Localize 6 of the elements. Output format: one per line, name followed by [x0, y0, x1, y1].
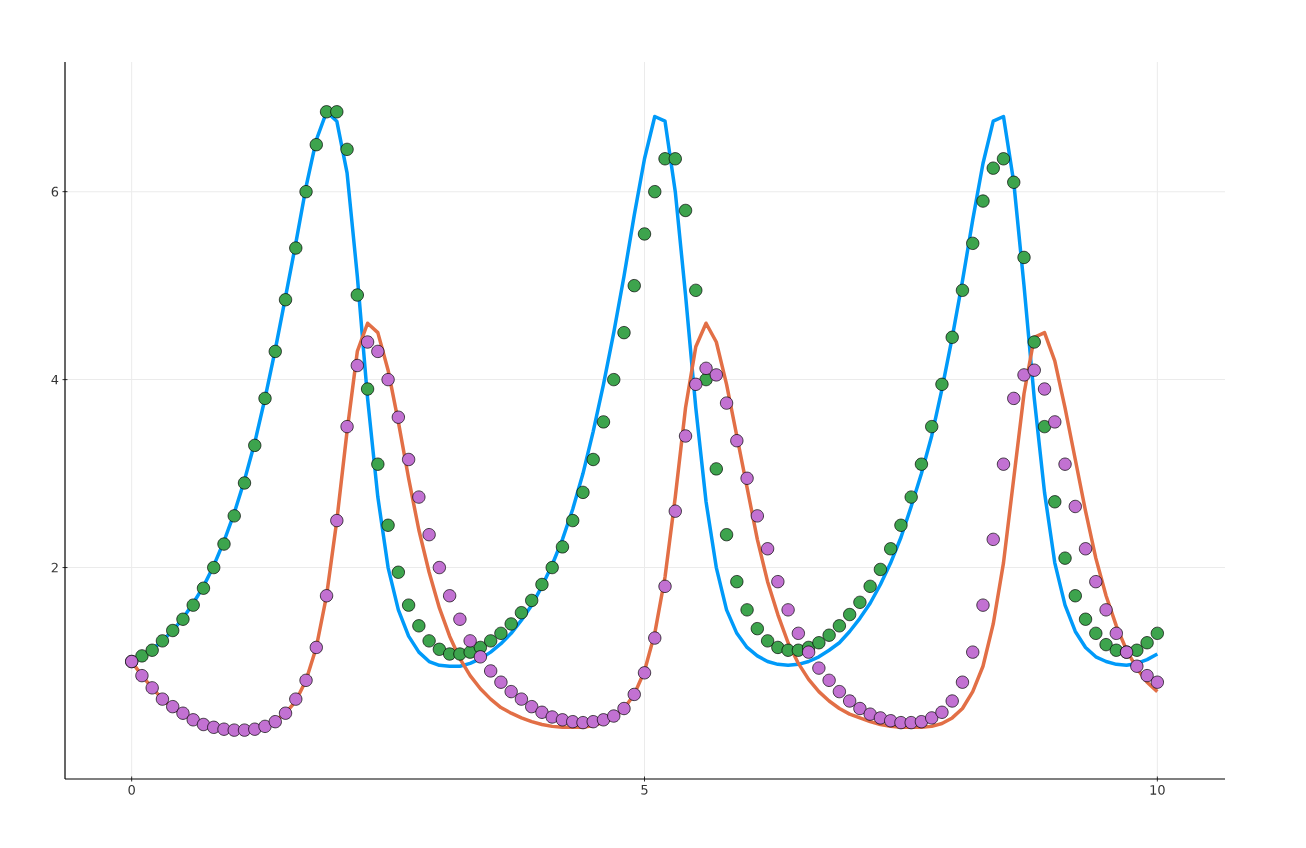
x-tick-label: 5 [641, 785, 648, 795]
y-tick-label: 6 [51, 186, 59, 197]
y-tick-label: 4 [51, 374, 59, 385]
x-tick-label: 0 [128, 785, 135, 795]
x-tick-label: 10 [1150, 785, 1165, 795]
y-tick-label: 2 [51, 562, 58, 573]
